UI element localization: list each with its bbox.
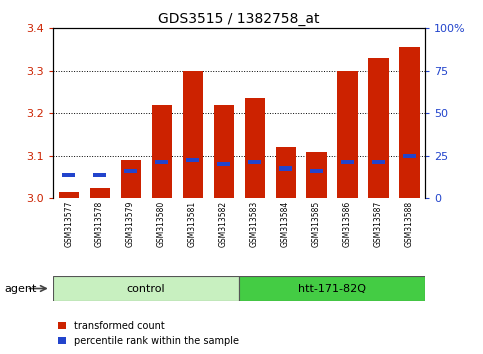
Bar	[152, 105, 171, 198]
Text: GSM313585: GSM313585	[312, 201, 321, 247]
Text: GSM313584: GSM313584	[281, 201, 290, 247]
Bar	[372, 160, 385, 164]
Bar	[89, 188, 110, 198]
Text: GSM313588: GSM313588	[405, 201, 414, 247]
Bar	[248, 160, 261, 164]
Text: htt-171-82Q: htt-171-82Q	[298, 284, 366, 293]
Text: GSM313586: GSM313586	[343, 201, 352, 247]
FancyBboxPatch shape	[53, 276, 239, 301]
Bar	[244, 98, 265, 198]
Text: GSM313581: GSM313581	[188, 201, 197, 247]
Bar	[217, 162, 230, 166]
Bar	[310, 169, 323, 173]
Legend: transformed count, percentile rank within the sample: transformed count, percentile rank withi…	[58, 321, 239, 346]
Text: GSM313583: GSM313583	[250, 201, 259, 247]
Text: GSM313582: GSM313582	[219, 201, 228, 247]
Bar	[403, 154, 416, 158]
Bar	[341, 160, 354, 164]
Text: agent: agent	[5, 284, 37, 293]
Bar	[186, 158, 199, 162]
Bar	[279, 166, 292, 171]
Title: GDS3515 / 1382758_at: GDS3515 / 1382758_at	[158, 12, 320, 26]
Bar	[275, 147, 296, 198]
Bar	[58, 192, 79, 198]
Text: GSM313578: GSM313578	[95, 201, 104, 247]
Bar	[155, 160, 168, 164]
Text: GSM313579: GSM313579	[126, 201, 135, 247]
Text: control: control	[127, 284, 165, 293]
Bar	[62, 173, 75, 177]
Bar	[307, 152, 327, 198]
Bar	[213, 105, 234, 198]
Text: GSM313577: GSM313577	[64, 201, 73, 247]
Bar	[399, 47, 420, 198]
Bar	[124, 169, 137, 173]
Bar	[183, 71, 203, 198]
Bar	[369, 58, 389, 198]
Text: GSM313580: GSM313580	[157, 201, 166, 247]
Bar	[338, 71, 357, 198]
Bar	[93, 173, 106, 177]
Bar	[121, 160, 141, 198]
FancyBboxPatch shape	[239, 276, 425, 301]
Text: GSM313587: GSM313587	[374, 201, 383, 247]
